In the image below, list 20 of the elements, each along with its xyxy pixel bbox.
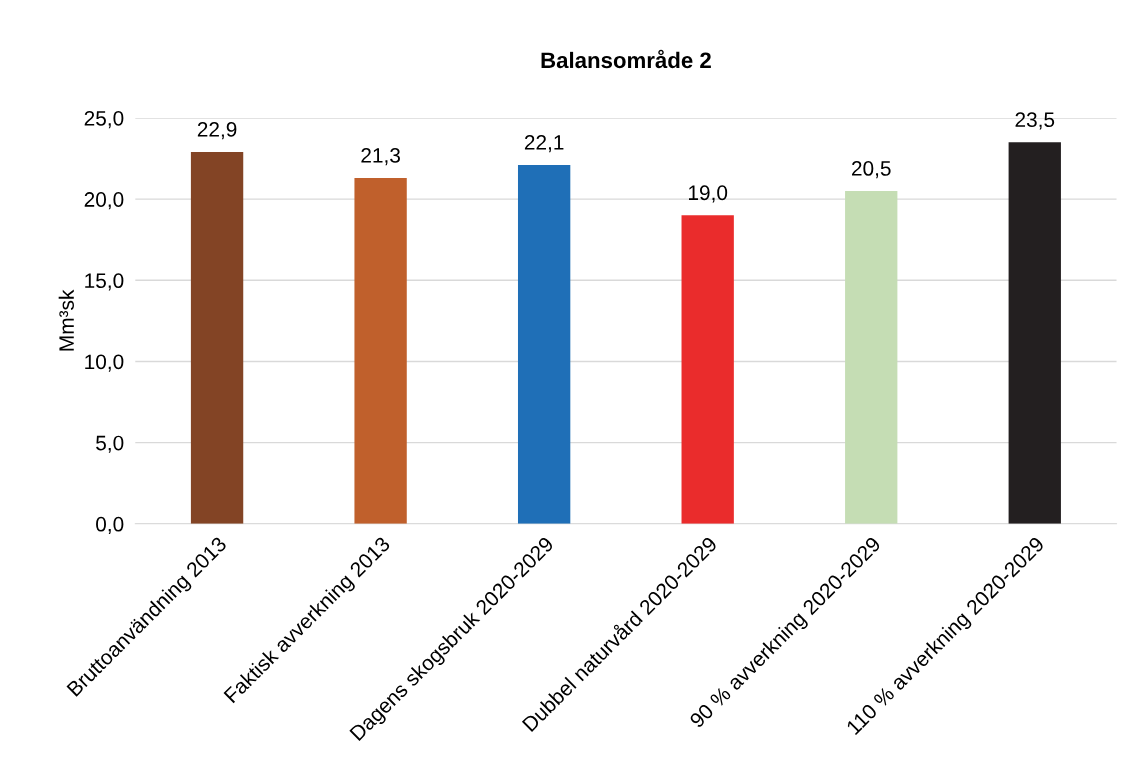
y-tick-label: 5,0 — [96, 435, 124, 453]
bar — [681, 215, 734, 524]
y-axis-title: Mm³sk — [58, 289, 74, 351]
y-tick-label: 15,0 — [85, 273, 124, 291]
y-tick-label: 0,0 — [96, 516, 124, 535]
bar — [1008, 142, 1061, 524]
bar — [190, 152, 244, 524]
bar — [845, 191, 898, 524]
data-label: 22,1 — [524, 135, 564, 153]
y-tick-label: 20,0 — [84, 192, 124, 210]
data-label: 21,3 — [361, 148, 400, 166]
chart-title: Balansområde 2 — [541, 49, 711, 69]
y-tick-label: 25,0 — [84, 110, 124, 129]
data-label: 19,0 — [689, 185, 728, 203]
data-label: 23,5 — [1015, 112, 1055, 130]
bar — [517, 165, 571, 524]
y-tick-label: 10,0 — [85, 354, 124, 372]
bar — [354, 178, 407, 524]
data-label: 20,5 — [852, 161, 891, 179]
data-label: 22,9 — [197, 122, 237, 140]
